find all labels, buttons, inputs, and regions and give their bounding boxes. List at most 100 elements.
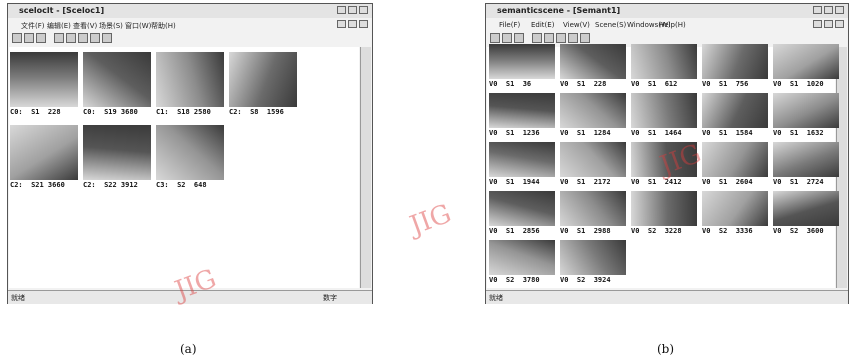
toolbar-button[interactable] xyxy=(568,33,578,43)
menu-item[interactable]: 文件(F) xyxy=(21,21,45,31)
child-control[interactable] xyxy=(835,20,844,28)
toolbar-button[interactable] xyxy=(54,33,64,43)
thumbnail[interactable] xyxy=(83,125,151,180)
window-control[interactable] xyxy=(824,6,833,14)
thumbnail-label: V0 S1 1020 xyxy=(773,80,824,88)
thumbnail[interactable] xyxy=(489,142,555,177)
thumbnail[interactable] xyxy=(631,44,697,79)
toolbar-button[interactable] xyxy=(102,33,112,43)
thumbnail-label: V0 S1 756 xyxy=(702,80,748,88)
toolbar-button[interactable] xyxy=(90,33,100,43)
thumbnail-label: V0 S1 1584 xyxy=(702,129,753,137)
caption: (a) xyxy=(180,342,197,356)
thumbnail-label: V0 S2 3924 xyxy=(560,276,611,284)
toolbar-button[interactable] xyxy=(580,33,590,43)
thumbnail[interactable] xyxy=(489,191,555,226)
toolbar-button[interactable] xyxy=(544,33,554,43)
menu-item[interactable]: View(V) xyxy=(563,21,590,29)
thumbnail-label: V0 S1 2856 xyxy=(489,227,540,235)
thumbnail[interactable] xyxy=(560,142,626,177)
menu-item[interactable]: Edit(E) xyxy=(531,21,554,29)
toolbar-button[interactable] xyxy=(532,33,542,43)
child-control[interactable] xyxy=(359,20,368,28)
thumbnail[interactable] xyxy=(10,125,78,180)
thumbnail-label: V0 S2 3780 xyxy=(489,276,540,284)
thumbnail-label: V0 S1 2988 xyxy=(560,227,611,235)
child-control[interactable] xyxy=(813,20,822,28)
thumbnail-label: V0 S1 2604 xyxy=(702,178,753,186)
thumbnail-label: V0 S1 36 xyxy=(489,80,531,88)
menu-item[interactable]: Help(H) xyxy=(659,21,686,29)
status-text: 就绪 xyxy=(489,293,503,303)
thumbnail[interactable] xyxy=(560,240,626,275)
watermark: JIG xyxy=(406,199,455,241)
toolbar-button[interactable] xyxy=(490,33,500,43)
thumbnail[interactable] xyxy=(156,125,224,180)
window-control[interactable] xyxy=(813,6,822,14)
thumbnail-label: V0 S1 1284 xyxy=(560,129,611,137)
thumbnail-label: V0 S1 2172 xyxy=(560,178,611,186)
thumbnail[interactable] xyxy=(489,240,555,275)
thumbnail[interactable] xyxy=(10,52,78,107)
thumbnail[interactable] xyxy=(156,52,224,107)
thumbnail-label: V0 S1 1632 xyxy=(773,129,824,137)
menu-item[interactable]: Scene(S) xyxy=(595,21,626,29)
thumbnail[interactable] xyxy=(702,44,768,79)
menu-item[interactable]: 查看(V) xyxy=(73,21,97,31)
status-text: 数字 xyxy=(323,293,337,303)
thumbnail-label: C3: S2 648 xyxy=(156,181,207,189)
window-control[interactable] xyxy=(359,6,368,14)
thumbnail[interactable] xyxy=(489,93,555,128)
thumbnail-label: V0 S1 1236 xyxy=(489,129,540,137)
menu-item[interactable]: 编辑(E) xyxy=(47,21,71,31)
thumbnail[interactable] xyxy=(702,142,768,177)
thumbnail[interactable] xyxy=(560,93,626,128)
toolbar-button[interactable] xyxy=(556,33,566,43)
child-control[interactable] xyxy=(348,20,357,28)
thumbnail-label: V0 S1 612 xyxy=(631,80,677,88)
thumbnail[interactable] xyxy=(83,52,151,107)
window-control[interactable] xyxy=(337,6,346,14)
thumbnail[interactable] xyxy=(631,93,697,128)
scrollbar[interactable] xyxy=(360,47,371,288)
thumbnail[interactable] xyxy=(702,93,768,128)
status-text: 就绪 xyxy=(11,293,25,303)
thumbnail[interactable] xyxy=(560,44,626,79)
status-bar xyxy=(486,290,848,304)
thumbnail[interactable] xyxy=(773,44,839,79)
window-title: semanticscene - [Semant1] xyxy=(497,6,620,15)
child-control[interactable] xyxy=(337,20,346,28)
toolbar-button[interactable] xyxy=(78,33,88,43)
thumbnail[interactable] xyxy=(773,142,839,177)
toolbar-button[interactable] xyxy=(66,33,76,43)
thumbnail[interactable] xyxy=(631,191,697,226)
window-control[interactable] xyxy=(835,6,844,14)
menu-item[interactable]: File(F) xyxy=(499,21,520,29)
thumbnail-label: C0: S1 228 xyxy=(10,108,61,116)
toolbar-button[interactable] xyxy=(514,33,524,43)
thumbnail-label: V0 S1 2724 xyxy=(773,178,824,186)
toolbar-button[interactable] xyxy=(36,33,46,43)
menu-item[interactable]: 窗口(W) xyxy=(125,21,151,31)
toolbar-button[interactable] xyxy=(24,33,34,43)
thumbnail-label: V0 S2 3600 xyxy=(773,227,824,235)
thumbnail[interactable] xyxy=(702,191,768,226)
thumbnail-label: V0 S2 3228 xyxy=(631,227,682,235)
thumbnail-label: C2: S22 3912 xyxy=(83,181,138,189)
toolbar-button[interactable] xyxy=(502,33,512,43)
thumbnail-label: V0 S1 2412 xyxy=(631,178,682,186)
thumbnail-label: V0 S1 228 xyxy=(560,80,606,88)
thumbnail[interactable] xyxy=(773,191,839,226)
toolbar-button[interactable] xyxy=(12,33,22,43)
thumbnail[interactable] xyxy=(560,191,626,226)
thumbnail-label: C0: S19 3680 xyxy=(83,108,138,116)
thumbnail[interactable] xyxy=(773,93,839,128)
thumbnail[interactable] xyxy=(229,52,297,107)
menu-item[interactable]: 场景(S) xyxy=(99,21,123,31)
child-control[interactable] xyxy=(824,20,833,28)
thumbnail-label: V0 S2 3336 xyxy=(702,227,753,235)
window-control[interactable] xyxy=(348,6,357,14)
thumbnail-label: V0 S1 1944 xyxy=(489,178,540,186)
thumbnail[interactable] xyxy=(489,44,555,79)
menu-item[interactable]: 帮助(H) xyxy=(151,21,176,31)
